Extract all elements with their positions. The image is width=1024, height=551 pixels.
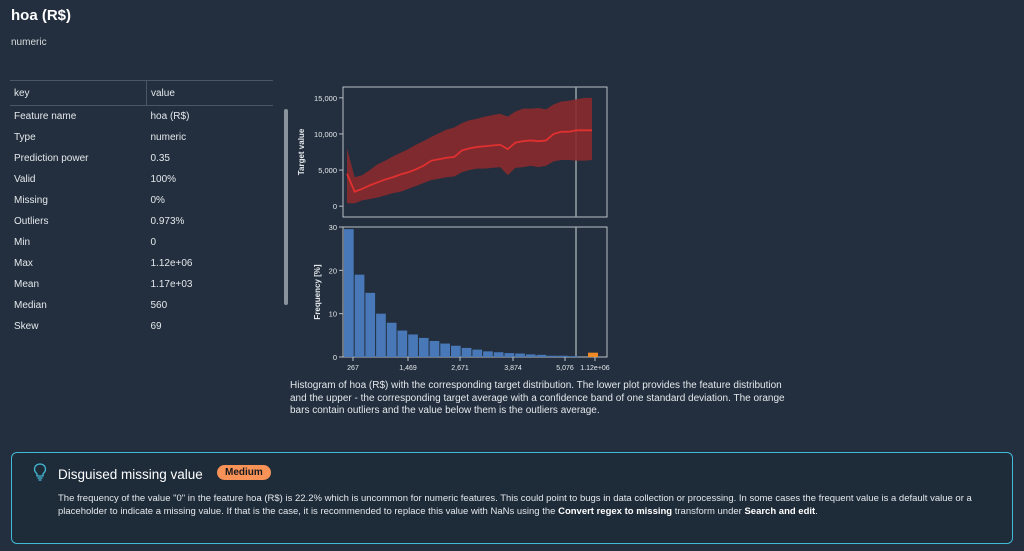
histogram-bar bbox=[472, 349, 483, 357]
table-cell-key: Median bbox=[14, 300, 47, 311]
feature-stats-table: key value Feature name hoa (R$) Type numeri… bbox=[10, 80, 273, 337]
table-scrollbar[interactable] bbox=[284, 109, 288, 305]
confidence-band bbox=[347, 97, 592, 204]
table-row: Type numeric bbox=[10, 127, 273, 148]
table-cell-value: 1.17e+03 bbox=[150, 279, 193, 290]
histogram-bar bbox=[440, 343, 450, 357]
insight-card: Disguised missing value Medium The frequ… bbox=[11, 452, 1013, 544]
table-cell-key: Feature name bbox=[14, 111, 77, 122]
y-axis-label: Target value bbox=[297, 128, 306, 175]
outlier-bar bbox=[588, 352, 598, 357]
table-cell-key: Outliers bbox=[14, 216, 49, 227]
severity-badge: Medium bbox=[217, 465, 271, 480]
x-tick-label: 3,874 bbox=[504, 365, 522, 372]
histogram-bar bbox=[376, 313, 386, 357]
table-row: Prediction power 0.35 bbox=[10, 148, 273, 169]
x-tick-label: 5,076 bbox=[556, 365, 574, 372]
histogram-bar bbox=[365, 292, 376, 357]
table-body: Feature name hoa (R$) Type numeric Predictio… bbox=[10, 106, 273, 338]
feature-title: hoa (R$) bbox=[11, 7, 71, 24]
y-tick-label: 0 bbox=[333, 202, 337, 211]
column-header-key: key bbox=[10, 80, 147, 106]
y-axis-label: Frequency [%] bbox=[313, 264, 322, 319]
histogram-bar bbox=[525, 354, 536, 357]
histogram-bar bbox=[386, 322, 397, 357]
y-tick-label: 15,000 bbox=[314, 94, 337, 103]
x-tick-label: 2,671 bbox=[451, 365, 469, 372]
histogram-bar bbox=[568, 356, 579, 357]
table-cell-value: 100% bbox=[150, 174, 177, 185]
histogram-bar bbox=[354, 274, 365, 357]
histogram-bar bbox=[397, 330, 408, 357]
table-row: Missing 0% bbox=[10, 190, 273, 211]
table-cell-value: 560 bbox=[150, 300, 168, 311]
insight-description: The frequency of the value "0" in the fe… bbox=[58, 492, 998, 518]
table-row: Skew 69 bbox=[10, 316, 273, 337]
histogram-bar bbox=[418, 337, 429, 357]
insight-title: Disguised missing value bbox=[58, 467, 203, 482]
transform-name: Convert regex to missing bbox=[558, 506, 673, 517]
frequency-histogram: 0 10 20 30 267 1,469 2,671 3,874 5,076 1.12e+06 Fr… bbox=[313, 223, 610, 372]
histogram-bar bbox=[515, 353, 525, 357]
histogram-bar bbox=[504, 353, 515, 357]
histogram-bar bbox=[429, 340, 440, 357]
table-cell-key: Prediction power bbox=[14, 153, 89, 164]
histogram-bar bbox=[558, 355, 568, 357]
table-cell-value: 0% bbox=[150, 195, 165, 206]
y-tick-label: 20 bbox=[329, 266, 337, 275]
y-tick-label: 10 bbox=[329, 310, 337, 319]
feature-distribution-chart: 0 5,000 10,000 15,000 Target value 0 10 20 30 26… bbox=[297, 86, 610, 372]
x-tick-label: 267 bbox=[347, 365, 359, 372]
table-cell-key: Type bbox=[14, 132, 36, 143]
insight-text-part: The frequency of the value "0" in the fe… bbox=[58, 493, 972, 517]
histogram-bar bbox=[493, 352, 504, 357]
y-tick-label: 0 bbox=[333, 353, 337, 362]
lightbulb-icon bbox=[33, 463, 47, 481]
table-cell-key: Missing bbox=[14, 195, 48, 206]
table-row: Valid 100% bbox=[10, 169, 273, 190]
table-row: Outliers 0.973% bbox=[10, 211, 273, 232]
y-tick-label: 10,000 bbox=[314, 130, 337, 139]
table-row: Max 1.12e+06 bbox=[10, 253, 273, 274]
target-value-plot: 0 5,000 10,000 15,000 Target value bbox=[297, 86, 608, 218]
table-row: Median 560 bbox=[10, 295, 273, 316]
histogram-bar bbox=[451, 345, 461, 357]
table-cell-value: numeric bbox=[150, 132, 187, 143]
histogram-bar bbox=[483, 351, 493, 357]
table-cell-value: 0.35 bbox=[150, 153, 170, 164]
table-cell-key: Min bbox=[14, 237, 31, 248]
histogram-bar bbox=[536, 354, 547, 357]
table-header-row: key value bbox=[10, 80, 273, 106]
insight-text-part: . bbox=[815, 506, 818, 517]
menu-location: Search and edit bbox=[744, 506, 816, 517]
table-row: Mean 1.17e+03 bbox=[10, 274, 273, 295]
table-row: Min 0 bbox=[10, 232, 273, 253]
x-tick-label: 1.12e+06 bbox=[580, 365, 609, 372]
target-mean-line bbox=[346, 129, 592, 193]
table-row: Feature name hoa (R$) bbox=[10, 106, 273, 128]
table-cell-key: Skew bbox=[14, 321, 39, 332]
histogram-bar bbox=[344, 229, 354, 357]
feature-type-label: numeric bbox=[11, 37, 47, 48]
insight-text-part: transform under bbox=[672, 506, 745, 517]
histogram-bar bbox=[547, 355, 557, 357]
table-cell-value: 69 bbox=[150, 321, 162, 332]
table-cell-value: 1.12e+06 bbox=[150, 258, 193, 269]
table-cell-key: Mean bbox=[14, 279, 40, 290]
histogram-bar bbox=[461, 347, 472, 357]
plot-frame bbox=[342, 86, 608, 218]
table-cell-value: hoa (R$) bbox=[150, 111, 190, 122]
table-cell-value: 0 bbox=[150, 237, 157, 248]
y-tick-label: 30 bbox=[329, 223, 337, 232]
table-cell-key: Max bbox=[14, 258, 33, 269]
y-tick-label: 5,000 bbox=[318, 166, 337, 175]
chart-caption: Histogram of hoa (R$) with the correspon… bbox=[290, 380, 785, 416]
x-tick-label: 1,469 bbox=[399, 365, 417, 372]
table-cell-key: Valid bbox=[14, 174, 36, 185]
histogram-bar bbox=[408, 334, 418, 357]
column-header-value: value bbox=[146, 80, 273, 106]
table-cell-value: 0.973% bbox=[150, 216, 185, 227]
